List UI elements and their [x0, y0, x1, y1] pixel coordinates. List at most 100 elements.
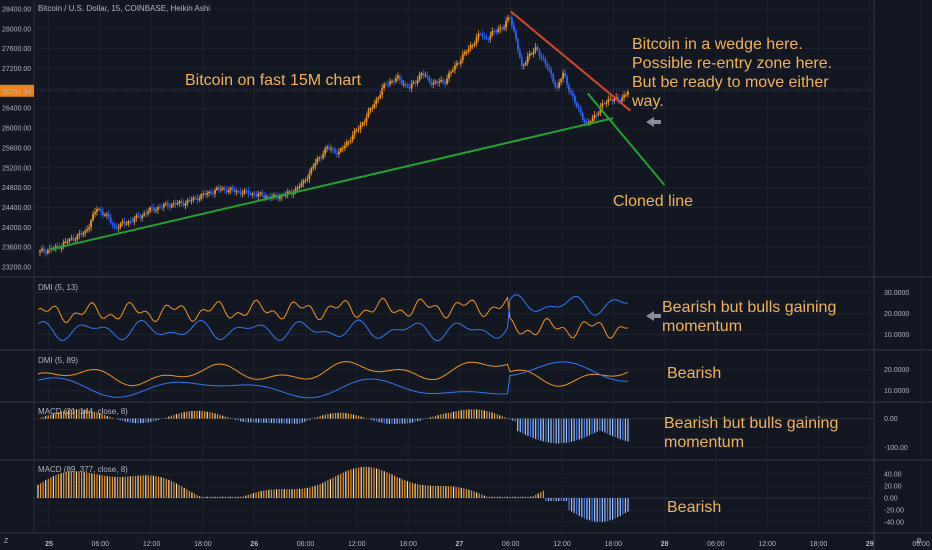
candle-body [499, 27, 502, 30]
candle-body [359, 125, 362, 130]
candle-body [204, 193, 207, 195]
candle-body [109, 217, 112, 223]
candle-body [577, 106, 580, 109]
candle-body [369, 108, 372, 111]
candle-body [526, 56, 529, 63]
candle-body [408, 87, 411, 89]
candle-body [379, 94, 382, 98]
price-tick-label: 28400.00 [2, 6, 31, 13]
z-label: Z [4, 538, 9, 545]
candle-body [493, 30, 496, 32]
candle-body [516, 39, 519, 50]
candle-body [92, 213, 94, 221]
price-tick-label: 24800.00 [2, 185, 31, 192]
candle-body [338, 151, 340, 155]
candle-body [227, 190, 230, 193]
candle-body [155, 209, 157, 211]
candle-body [159, 207, 161, 209]
candle-body [371, 107, 374, 109]
price-tick-label: -20.00 [884, 508, 904, 515]
candle-body [76, 235, 79, 240]
candle-body [397, 75, 399, 79]
candle-body [515, 30, 517, 40]
candle-body [198, 198, 201, 201]
candle-body [456, 63, 458, 66]
candle-body [188, 200, 191, 202]
candle-body [428, 76, 431, 82]
candle-body [621, 97, 623, 102]
candle-body [609, 99, 612, 101]
candle-body [43, 248, 45, 252]
candle-body [343, 145, 346, 149]
last-price-label: 26751.34 [2, 89, 31, 96]
trendline-resistance [510, 10, 632, 112]
dmi-plus-line [37, 296, 629, 339]
candle-body [454, 65, 456, 70]
candle-body [277, 196, 279, 199]
candle-body [448, 73, 450, 79]
candle-body [489, 35, 492, 40]
candle-body [164, 203, 167, 205]
candle-body [373, 104, 376, 108]
candle-body [288, 191, 291, 193]
candle-body [509, 17, 511, 19]
candle-body [436, 81, 439, 83]
candle-body [141, 215, 144, 219]
candle-body [402, 84, 405, 86]
candle-body [623, 95, 625, 98]
candle-body [518, 49, 521, 58]
candle-body [312, 166, 315, 168]
candle-body [131, 221, 134, 223]
candle-body [39, 250, 41, 253]
settings-gear-icon[interactable]: ⚙ [916, 537, 922, 545]
candle-body [503, 27, 505, 29]
time-tick-label: 29 [866, 541, 874, 548]
dmi-minus-line [37, 361, 629, 399]
candle-body [206, 193, 209, 195]
candle-body [334, 149, 336, 154]
candle-body [105, 213, 108, 216]
candle-body [275, 194, 277, 197]
time-tick-label: 27 [456, 541, 464, 548]
back-arrow-icon[interactable] [646, 311, 661, 321]
candle-body [257, 193, 260, 197]
candle-body [249, 194, 252, 196]
candle-body [613, 98, 616, 102]
candle-body [145, 213, 148, 215]
candle-body [212, 193, 214, 195]
candle-body [463, 51, 466, 55]
candle-body [412, 82, 415, 84]
annotation-fast-chart: Bitcoin on fast 15M chart [185, 72, 362, 89]
candle-body [174, 203, 177, 205]
candle-body [261, 192, 264, 196]
candle-body [139, 217, 142, 219]
candle-body [491, 30, 494, 36]
candle-body [550, 70, 553, 75]
candle-body [66, 241, 69, 243]
price-tick-label: 25200.00 [2, 165, 31, 172]
candle-body [273, 194, 275, 197]
trendline-cloned-line [586, 92, 666, 186]
candle-body [151, 207, 153, 209]
candle-body [603, 103, 606, 105]
candle-body [564, 72, 566, 77]
back-arrow-icon[interactable] [646, 117, 661, 127]
candle-body [430, 81, 433, 85]
price-tick-label: 27600.00 [2, 46, 31, 53]
candle-body [180, 201, 183, 204]
candle-body [168, 206, 171, 208]
candle-body [74, 239, 77, 241]
candle-body [625, 94, 627, 96]
candle-body [239, 191, 242, 194]
candle-body [432, 83, 435, 85]
candle-body [247, 190, 250, 195]
candle-body [418, 75, 421, 81]
candle-body [361, 123, 364, 126]
candle-body [162, 204, 165, 208]
candle-body [223, 188, 226, 190]
price-tick-label: 20.0000 [884, 367, 909, 374]
candle-body [279, 197, 281, 199]
candle-body [96, 209, 98, 213]
candle-body [143, 213, 146, 216]
candle-body [522, 64, 525, 66]
